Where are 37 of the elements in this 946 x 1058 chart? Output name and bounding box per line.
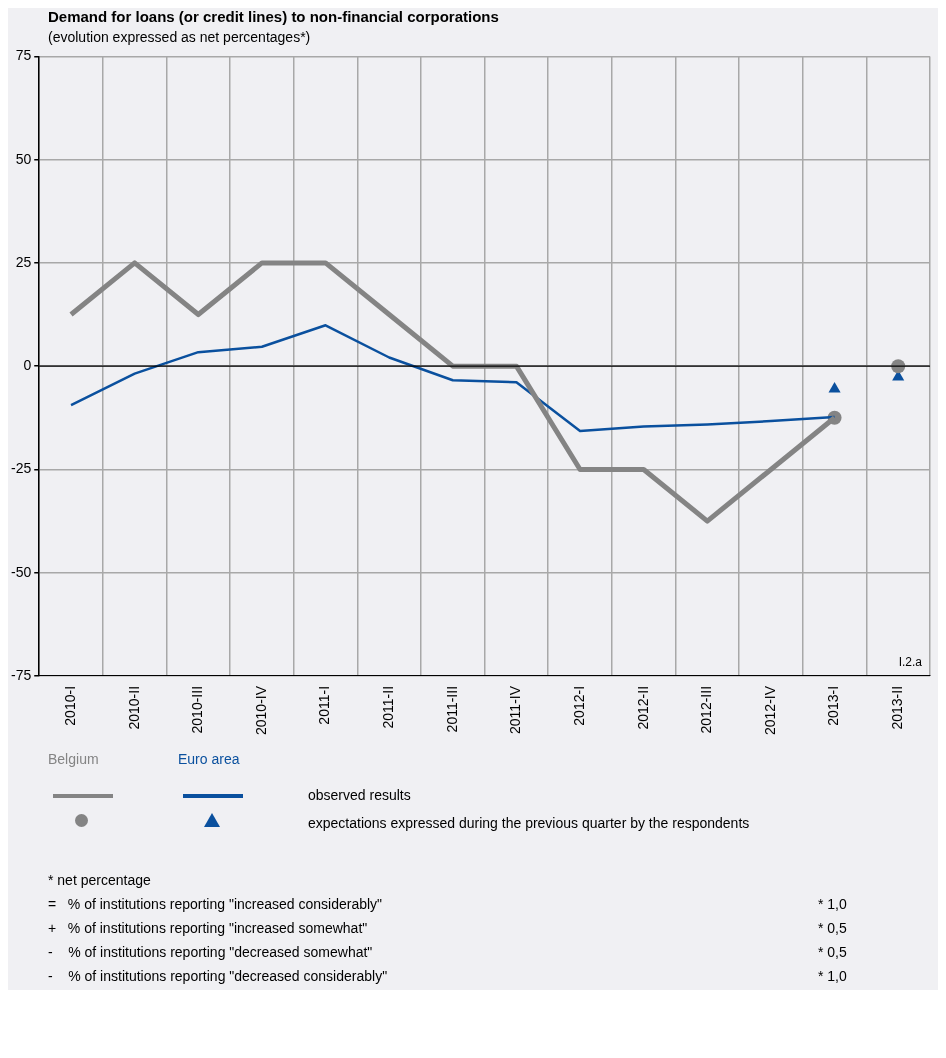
text: * 1,0 — [818, 896, 847, 912]
text: * 0,5 — [818, 944, 847, 960]
x-tick-label: 2010-I — [61, 685, 78, 726]
x-tick-label: 2012-IV — [761, 685, 778, 736]
text: * 0,5 — [818, 920, 847, 936]
y-tick-label: 0 — [23, 357, 32, 374]
annotation: I.2.a — [898, 654, 923, 669]
x-tick-label: 2010-II — [125, 685, 142, 730]
text: observed results — [308, 787, 411, 803]
x-tick-label: 2012-III — [698, 685, 715, 734]
text: Euro area — [178, 751, 240, 767]
text: * 1,0 — [818, 968, 847, 984]
x-tick-label: 2011-II — [380, 685, 397, 729]
text: * net percentage — [48, 872, 152, 888]
text: - % of institutions reporting "decreased considerably" — [48, 968, 389, 984]
y-tick-label: -25 — [11, 460, 32, 477]
text: expectations expressed during the previous quarter by the respondents — [308, 814, 750, 831]
chart-subtitle: (evolution expressed as net percentages*) — [47, 29, 312, 45]
text: - % of institutions reporting "decreased somewhat" — [48, 944, 374, 960]
x-tick-label: 2013-II — [889, 685, 906, 730]
x-tick-label: 2013-I — [825, 685, 842, 726]
y-tick-label: 25 — [15, 253, 32, 270]
x-tick-label: 2012-II — [634, 685, 651, 730]
x-tick-label: 2011-I — [316, 685, 333, 725]
x-tick-label: 2011-III — [443, 685, 460, 733]
x-tick-label: 2012-I — [570, 685, 587, 726]
text: + % of institutions reporting "increased somewhat" — [48, 920, 369, 936]
y-tick-label: 50 — [15, 150, 32, 167]
text: = % of institutions reporting "increased considerably" — [48, 896, 384, 912]
chart-title: Demand for loans (or credit lines) to non-financial corporations — [47, 8, 500, 25]
y-tick-label: -75 — [11, 666, 32, 683]
text: Belgium — [48, 751, 99, 767]
y-tick-label: 75 — [15, 47, 32, 64]
x-tick-label: 2010-IV — [252, 685, 269, 736]
x-tick-label: 2011-IV — [507, 685, 524, 734]
y-tick-label: -50 — [11, 563, 32, 580]
x-tick-label: 2010-III — [189, 685, 206, 734]
